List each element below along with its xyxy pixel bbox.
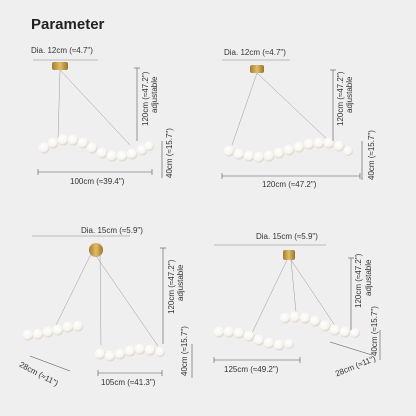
panel-2-width: 120cm (≈47.2") bbox=[262, 180, 317, 189]
panel-1-drop: 40cm (≈15.7") bbox=[165, 128, 174, 178]
panel-2-adjustable: adjustable bbox=[345, 76, 354, 113]
panel-1-width: 100cm (≈39.4") bbox=[70, 177, 125, 186]
panel-4-diameter: Dia. 15cm (≈5.9") bbox=[256, 232, 318, 241]
panel-3-height: 120cm (≈47.2") bbox=[167, 259, 176, 314]
panel-4-drop: 40cm (≈15.7") bbox=[370, 306, 379, 356]
canopy-2 bbox=[250, 65, 264, 73]
lamp-1-illustration bbox=[33, 59, 163, 178]
canopy-3 bbox=[89, 243, 103, 257]
globes-2 bbox=[223, 137, 353, 163]
panel-1-height: 120cm (≈47.2") bbox=[141, 71, 150, 126]
globes-3-back bbox=[22, 320, 84, 341]
panel-1-diameter: Dia. 12cm (≈4.7") bbox=[31, 46, 93, 55]
canopy-4 bbox=[283, 250, 295, 260]
page-title: Parameter bbox=[31, 16, 105, 33]
canopy-1 bbox=[52, 62, 68, 70]
panel-4-adjustable: adjustable bbox=[364, 259, 373, 296]
globes-4-back bbox=[279, 311, 360, 338]
lamp-4-illustration bbox=[213, 244, 381, 363]
lamp-2-illustration bbox=[221, 59, 363, 180]
panel-3-drop: 40cm (≈15.7") bbox=[180, 326, 189, 376]
panel-3-diameter: Dia. 15cm (≈5.9") bbox=[81, 226, 143, 235]
lamp-3-illustration bbox=[22, 235, 193, 378]
panel-1-adjustable: adjustable bbox=[150, 76, 159, 113]
panel-2-drop: 40cm (≈15.7") bbox=[367, 130, 376, 180]
globes-4-front bbox=[213, 326, 294, 351]
panel-2-height: 120cm (≈47.2") bbox=[336, 71, 345, 126]
panel-3-width: 105cm (≈41.3") bbox=[101, 378, 156, 387]
panel-4-height: 120cm (≈47.2") bbox=[354, 253, 363, 308]
globes-1 bbox=[38, 134, 154, 162]
panel-4-width: 125cm (≈49.2") bbox=[224, 365, 279, 374]
panel-3-adjustable: adjustable bbox=[176, 264, 185, 301]
globes-3-front bbox=[94, 343, 165, 362]
panel-2-diameter: Dia. 12cm (≈4.7") bbox=[224, 48, 286, 57]
